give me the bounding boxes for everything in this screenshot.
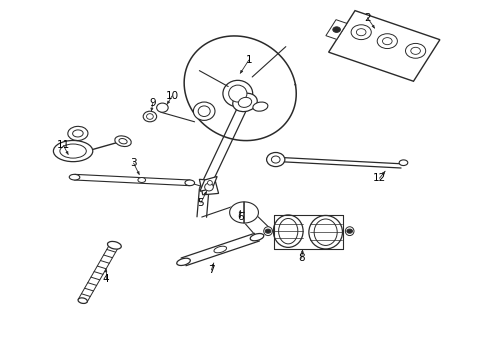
Polygon shape [326,20,347,39]
Text: 3: 3 [130,158,137,168]
Circle shape [333,27,341,32]
Ellipse shape [309,215,343,249]
Text: 6: 6 [237,212,244,222]
Ellipse shape [253,102,268,111]
Ellipse shape [411,47,420,54]
Polygon shape [184,36,296,141]
Ellipse shape [264,227,272,235]
Ellipse shape [78,298,87,303]
Ellipse shape [69,174,80,180]
Ellipse shape [238,97,252,107]
Ellipse shape [73,130,83,137]
Ellipse shape [208,180,212,185]
Ellipse shape [345,227,354,235]
Polygon shape [74,174,190,186]
Ellipse shape [233,93,257,112]
Text: 8: 8 [298,253,305,263]
Ellipse shape [119,139,127,144]
Ellipse shape [138,177,146,183]
Ellipse shape [60,144,86,158]
Ellipse shape [314,219,337,246]
Ellipse shape [399,160,408,166]
Text: 7: 7 [208,265,215,275]
Ellipse shape [229,85,247,102]
Text: 5: 5 [197,198,204,208]
Ellipse shape [147,114,153,119]
Text: 10: 10 [166,91,178,101]
Ellipse shape [157,103,168,112]
Ellipse shape [383,37,392,45]
Ellipse shape [198,106,210,117]
Ellipse shape [250,234,264,241]
Polygon shape [199,179,219,195]
Polygon shape [181,233,259,266]
Ellipse shape [377,34,397,49]
Ellipse shape [267,153,285,167]
Text: 9: 9 [149,98,156,108]
Ellipse shape [53,140,93,162]
Ellipse shape [223,80,253,107]
Ellipse shape [273,215,303,247]
Ellipse shape [271,156,280,163]
Polygon shape [200,176,217,191]
Ellipse shape [185,180,195,186]
Text: 11: 11 [57,140,70,150]
Ellipse shape [107,242,122,249]
Ellipse shape [279,219,298,244]
Text: 1: 1 [245,55,252,65]
Ellipse shape [143,111,157,122]
Ellipse shape [406,44,426,58]
Ellipse shape [177,258,190,265]
Ellipse shape [205,183,213,191]
Text: 12: 12 [373,173,386,183]
Polygon shape [244,202,258,223]
Circle shape [347,229,353,233]
Ellipse shape [351,25,371,40]
Ellipse shape [68,126,88,140]
Ellipse shape [214,246,226,253]
Text: 4: 4 [102,274,109,284]
Polygon shape [230,202,244,223]
Polygon shape [329,10,440,81]
Ellipse shape [115,136,131,147]
Circle shape [265,229,271,233]
Ellipse shape [356,29,366,36]
Ellipse shape [194,102,215,120]
Text: 2: 2 [364,13,371,23]
